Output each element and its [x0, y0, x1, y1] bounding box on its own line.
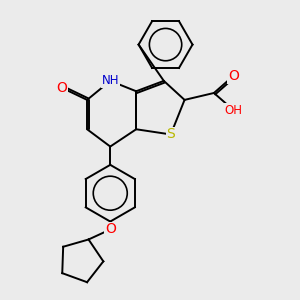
- Text: NH: NH: [101, 74, 119, 87]
- Text: OH: OH: [225, 104, 243, 117]
- Text: O: O: [56, 81, 67, 95]
- Text: S: S: [167, 128, 175, 141]
- Text: O: O: [105, 223, 116, 236]
- Text: O: O: [228, 69, 239, 83]
